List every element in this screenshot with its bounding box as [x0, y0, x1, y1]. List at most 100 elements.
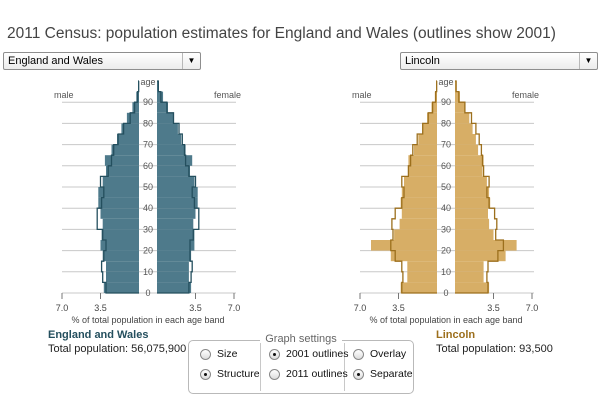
age-tick-label: 40	[441, 203, 451, 213]
male-bar	[106, 165, 139, 177]
female-bar	[157, 102, 168, 113]
left-total-population: Total population: 56,075,900	[48, 343, 187, 355]
male-bar	[102, 250, 139, 262]
area-select-right-value: Lincoln	[405, 55, 440, 67]
male-bar	[407, 261, 437, 272]
male-bar	[121, 123, 139, 134]
overlay-option[interactable]: Overlay	[353, 348, 406, 360]
age-tick-label: 10	[441, 267, 451, 277]
female-bar	[455, 240, 517, 251]
male-2001-outline	[96, 80, 140, 294]
size-radio[interactable]	[200, 348, 211, 360]
graph-settings-legend: Graph settings	[260, 333, 342, 345]
female-bar	[157, 134, 182, 145]
structure-option[interactable]: Structure	[200, 368, 260, 380]
female-bar	[157, 240, 195, 251]
graph-settings-panel: Graph settings Size Structure 2001 outli…	[188, 333, 414, 394]
chevron-down-icon[interactable]: ▼	[182, 53, 200, 69]
male-2001-outline	[390, 80, 438, 294]
age-tick-label: 70	[143, 140, 153, 150]
male-bar	[106, 271, 139, 283]
female-bar	[157, 187, 198, 198]
female-bar	[157, 250, 192, 262]
chevron-down-icon[interactable]: ▼	[579, 53, 597, 69]
male-bar	[111, 144, 139, 156]
female-bar	[455, 165, 483, 177]
female-bar	[455, 187, 490, 198]
age-tick-label: 90	[441, 97, 451, 107]
female-label: female	[512, 90, 539, 100]
male-bar	[413, 144, 437, 156]
female-bar	[455, 102, 465, 113]
age-tick-label: 30	[441, 224, 451, 234]
overlay-radio[interactable]	[353, 348, 364, 360]
female-bar	[455, 144, 479, 156]
female-bar	[455, 91, 460, 103]
female-bar	[157, 176, 195, 187]
male-bar	[401, 187, 437, 198]
age-tick-label: 50	[143, 182, 153, 192]
female-bar	[455, 282, 490, 293]
male-bar	[100, 208, 139, 219]
male-bar	[100, 240, 139, 251]
separate-radio[interactable]	[353, 368, 364, 380]
separate-option[interactable]: Separate	[353, 368, 413, 380]
structure-radio[interactable]	[200, 368, 211, 380]
age-tick-label: 20	[441, 246, 451, 256]
age-axis-label: age	[438, 77, 453, 87]
area-select-right[interactable]: Lincoln ▼	[400, 52, 598, 70]
age-tick-label: 30	[143, 224, 153, 234]
age-tick-label: 90	[143, 97, 153, 107]
male-bar	[98, 187, 139, 198]
male-bar	[408, 155, 437, 166]
female-bar	[157, 165, 190, 177]
male-label: male	[352, 90, 372, 100]
male-bar	[400, 197, 437, 209]
outlines-2011-radio[interactable]	[269, 368, 280, 380]
age-tick-label: 40	[143, 203, 153, 213]
x-tick-label: 7.0	[354, 303, 367, 313]
female-bar	[157, 144, 186, 156]
outlines-2011-option[interactable]: 2011 outlines	[269, 368, 348, 380]
female-bar	[455, 261, 484, 272]
female-bar	[455, 197, 491, 209]
male-label: male	[54, 90, 74, 100]
age-tick-label: 0	[145, 288, 150, 298]
x-tick-label: 3.5	[487, 303, 500, 313]
x-tick-label: 3.5	[392, 303, 405, 313]
female-label: female	[214, 90, 241, 100]
male-bar	[101, 229, 139, 240]
female-bar	[157, 208, 196, 219]
female-2001-outline	[455, 80, 505, 294]
female-bar	[157, 271, 189, 283]
area-select-left[interactable]: England and Wales ▼	[3, 52, 201, 70]
female-bar	[455, 123, 473, 134]
male-bar	[400, 282, 437, 293]
male-bar	[132, 102, 139, 113]
female-bar	[455, 155, 484, 166]
outlines-2001-radio[interactable]	[269, 348, 280, 360]
size-label: Size	[217, 348, 238, 360]
x-tick-label: 3.5	[189, 303, 202, 313]
outlines-2001-option[interactable]: 2001 outlines	[269, 348, 348, 360]
size-option[interactable]: Size	[200, 348, 237, 360]
x-tick-label: 7.0	[526, 303, 539, 313]
male-bar	[404, 176, 437, 187]
separate-label: Separate	[370, 368, 413, 380]
x-tick-label: 7.0	[56, 303, 69, 313]
male-bar	[102, 176, 139, 187]
right-area-name: Lincoln	[436, 329, 476, 341]
male-bar	[431, 102, 437, 113]
female-bar	[157, 155, 193, 166]
male-bar	[401, 208, 437, 219]
female-bar	[157, 197, 198, 209]
male-bar	[102, 218, 139, 230]
female-bar	[157, 123, 178, 134]
outlines-2001-label: 2001 outlines	[286, 348, 349, 360]
female-bar	[157, 229, 195, 240]
left-area-name: England and Wales	[48, 329, 149, 341]
female-bar	[157, 218, 194, 230]
area-select-left-value: England and Wales	[8, 55, 103, 67]
female-bar	[455, 176, 487, 187]
age-tick-label: 80	[143, 118, 153, 128]
